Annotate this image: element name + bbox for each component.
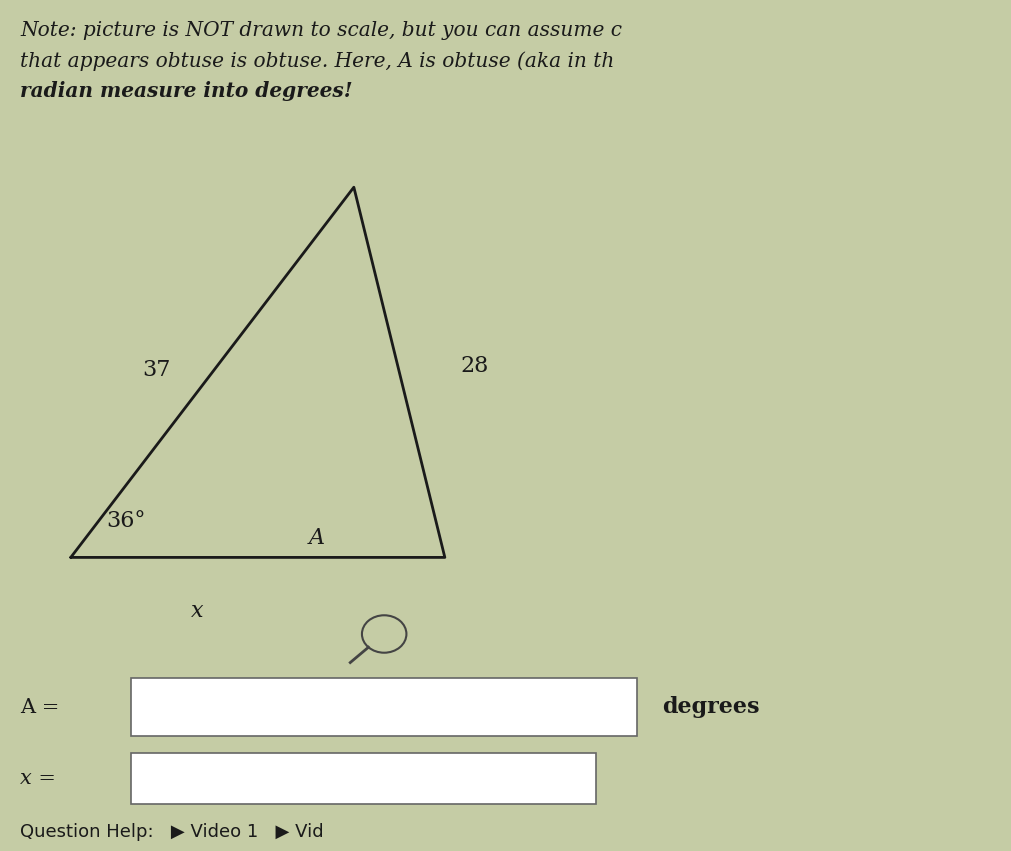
Text: 37: 37 bbox=[143, 359, 171, 381]
FancyBboxPatch shape bbox=[131, 678, 637, 736]
Text: A =: A = bbox=[20, 698, 60, 717]
Text: 36°: 36° bbox=[106, 510, 146, 532]
Text: x =: x = bbox=[20, 769, 56, 788]
Text: A: A bbox=[308, 527, 325, 549]
FancyBboxPatch shape bbox=[131, 753, 596, 804]
Text: x: x bbox=[191, 600, 203, 622]
Text: degrees: degrees bbox=[662, 696, 759, 718]
Text: 28: 28 bbox=[460, 355, 488, 377]
Text: Question Help:   ▶ Video 1   ▶ Vid: Question Help: ▶ Video 1 ▶ Vid bbox=[20, 823, 324, 841]
Text: Note: picture is NOT drawn to scale, but you can assume c: Note: picture is NOT drawn to scale, but… bbox=[20, 21, 622, 40]
Text: that appears obtuse is obtuse. Here, A is obtuse (aka in th: that appears obtuse is obtuse. Here, A i… bbox=[20, 51, 615, 71]
Text: radian measure into degrees!: radian measure into degrees! bbox=[20, 81, 353, 101]
